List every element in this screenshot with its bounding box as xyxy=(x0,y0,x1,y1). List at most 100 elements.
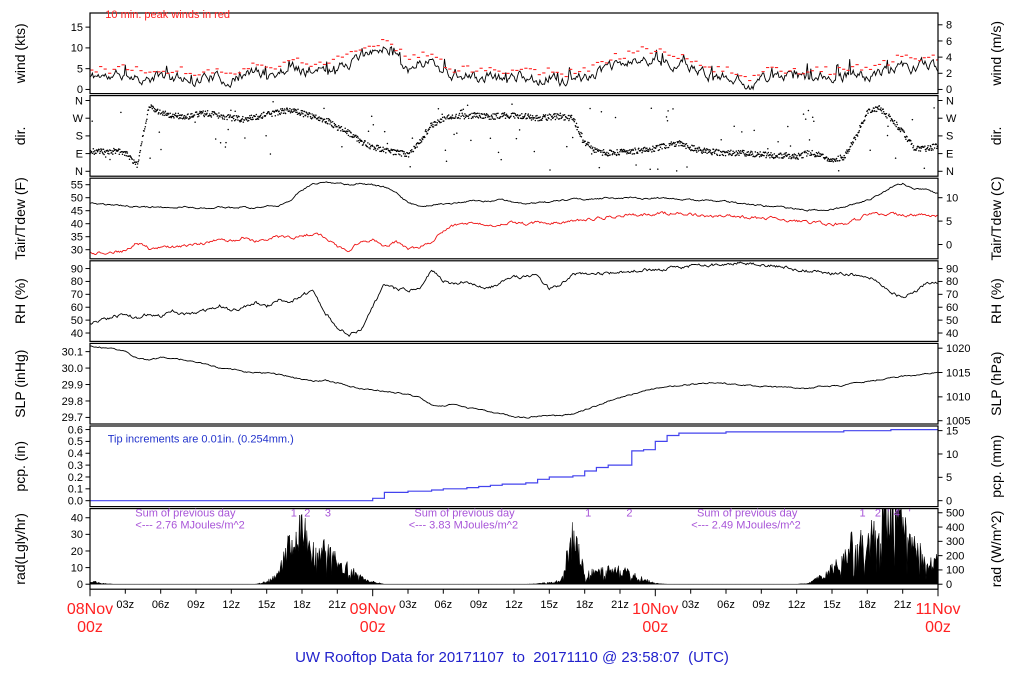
x-hour-label: 15z xyxy=(823,599,841,611)
x-date-hour-label: 00z xyxy=(925,619,951,636)
axis-label-left-tair: Tair/Tdew (F) xyxy=(12,177,28,259)
annotation: 2 xyxy=(875,508,881,520)
series-solar-radiation xyxy=(90,508,938,585)
x-hour-label: 18z xyxy=(293,599,311,611)
panel-border xyxy=(89,177,939,260)
x-hour-label: 12z xyxy=(222,599,240,611)
tick-label-left: 80 xyxy=(71,276,83,288)
x-date-label: 11Nov xyxy=(915,601,960,618)
series-slp-inhg xyxy=(90,345,938,419)
x-date-label: 10Nov xyxy=(632,601,678,618)
tick-label-left: 30 xyxy=(71,245,83,257)
x-date-hour-label: 00z xyxy=(77,619,103,636)
tick-label-right: 8 xyxy=(946,20,952,32)
tick-label-right: 6 xyxy=(946,36,952,48)
x-hour-label: 12z xyxy=(505,599,523,611)
x-date-label: 09Nov xyxy=(350,601,396,618)
tick-label-left: 29.9 xyxy=(62,379,83,391)
panel-wind: 0 5 10 15 0 2 4 6 8 wind (kts) wind (m/s) 10 min. p… xyxy=(12,9,1004,96)
axis-label-right-dir: dir. xyxy=(988,127,1004,146)
annotation: 1 xyxy=(585,508,591,520)
annotation: ' xyxy=(887,508,889,520)
tick-label-left: 0 xyxy=(77,579,83,591)
x-hour-label: 03z xyxy=(116,599,134,611)
axis-label-left-slp: SLP (inHg) xyxy=(12,350,28,418)
x-hour-label: 03z xyxy=(399,599,417,611)
x-hour-label: 18z xyxy=(576,599,594,611)
tick-label-left: 0.1 xyxy=(68,484,83,496)
annotation: Tip increments are 0.01in. (0.254mm.) xyxy=(108,434,294,446)
x-hour-label: 09z xyxy=(187,599,205,611)
tick-label-left: 40 xyxy=(71,328,83,340)
tick-label-left: 45 xyxy=(71,206,83,218)
series-wind-peaks xyxy=(90,39,938,82)
tick-label-left: 15 xyxy=(71,22,83,34)
tick-label-right: 200 xyxy=(946,550,964,562)
tick-label-right: 4 xyxy=(946,52,952,64)
axis-label-right-slp: SLP (hPa) xyxy=(988,352,1004,416)
x-hour-label: 12z xyxy=(788,599,806,611)
tick-label-right: 0 xyxy=(946,84,952,96)
x-hour-label: 09z xyxy=(470,599,488,611)
tick-label-right: 2 xyxy=(946,68,952,80)
tick-label-left: 30 xyxy=(71,529,83,541)
tick-label-left: 0.0 xyxy=(68,496,83,508)
axis-label-right-wind: wind (m/s) xyxy=(988,21,1004,87)
tick-label-right: 300 xyxy=(946,536,964,548)
axis-label-left-dir: dir. xyxy=(12,127,28,146)
series-precip-cumulative xyxy=(90,429,938,502)
x-hour-label: 03z xyxy=(682,599,700,611)
x-hour-label: 15z xyxy=(540,599,558,611)
tick-label-left: N xyxy=(75,166,83,178)
tick-label-left: 35 xyxy=(71,232,83,244)
x-date-hour-label: 00z xyxy=(642,619,668,636)
tick-label-left: 40 xyxy=(71,219,83,231)
panel-border xyxy=(89,94,939,177)
panel-border xyxy=(89,12,939,95)
tick-label-right: 90 xyxy=(946,263,958,275)
series-tdew-f xyxy=(90,211,938,255)
annotation: <--- 2.49 MJoules/m^2 xyxy=(691,520,800,532)
x-hour-label: 21z xyxy=(894,599,912,611)
annotation: <--- 3.83 MJoules/m^2 xyxy=(409,520,518,532)
tick-label-right: 100 xyxy=(946,565,964,577)
axis-label-left-wind: wind (kts) xyxy=(12,23,28,84)
annotation: ' xyxy=(909,508,911,520)
panel-pcp: 0.00.10.20.30.40.50.6 0 5 10 15 pcp. (in) pcp.… xyxy=(12,424,1004,507)
tick-label-right: 5 xyxy=(946,472,952,484)
annotation: Sum of previous day xyxy=(135,508,236,520)
tick-label-left: 50 xyxy=(71,315,83,327)
annotation: Sum of previous day xyxy=(414,508,515,520)
x-date-label: 08Nov xyxy=(67,601,113,618)
x-hour-label: 18z xyxy=(858,599,876,611)
tick-label-left: 0.2 xyxy=(68,472,83,484)
tick-label-left: 50 xyxy=(71,193,83,205)
tick-label-right: 0 xyxy=(946,579,952,591)
tick-label-right: 1020 xyxy=(946,343,970,355)
x-hour-label: 06z xyxy=(717,599,735,611)
tick-label-right: N xyxy=(946,166,954,178)
tick-label-left: E xyxy=(76,148,83,160)
series-rh-pct xyxy=(90,261,938,337)
tick-label-left: 0 xyxy=(77,84,83,96)
x-hour-label: 15z xyxy=(258,599,276,611)
x-hour-label: 06z xyxy=(152,599,170,611)
tick-label-left: 29.7 xyxy=(62,412,83,424)
tick-label-right: 0 xyxy=(946,239,952,251)
tick-label-right: 10 xyxy=(946,449,958,461)
axis-label-left-pcp: pcp. (in) xyxy=(12,441,28,492)
x-hour-label: 06z xyxy=(434,599,452,611)
tick-label-left: 10 xyxy=(71,43,83,55)
annotation: 4 xyxy=(894,508,900,520)
tick-label-right: 1005 xyxy=(946,416,970,428)
series-tair-f xyxy=(90,181,938,212)
tick-label-left: 70 xyxy=(71,289,83,301)
chart-title: UW Rooftop Data for 20171107 to 20171110… xyxy=(295,649,729,666)
axis-label-right-rh: RH (%) xyxy=(988,278,1004,324)
